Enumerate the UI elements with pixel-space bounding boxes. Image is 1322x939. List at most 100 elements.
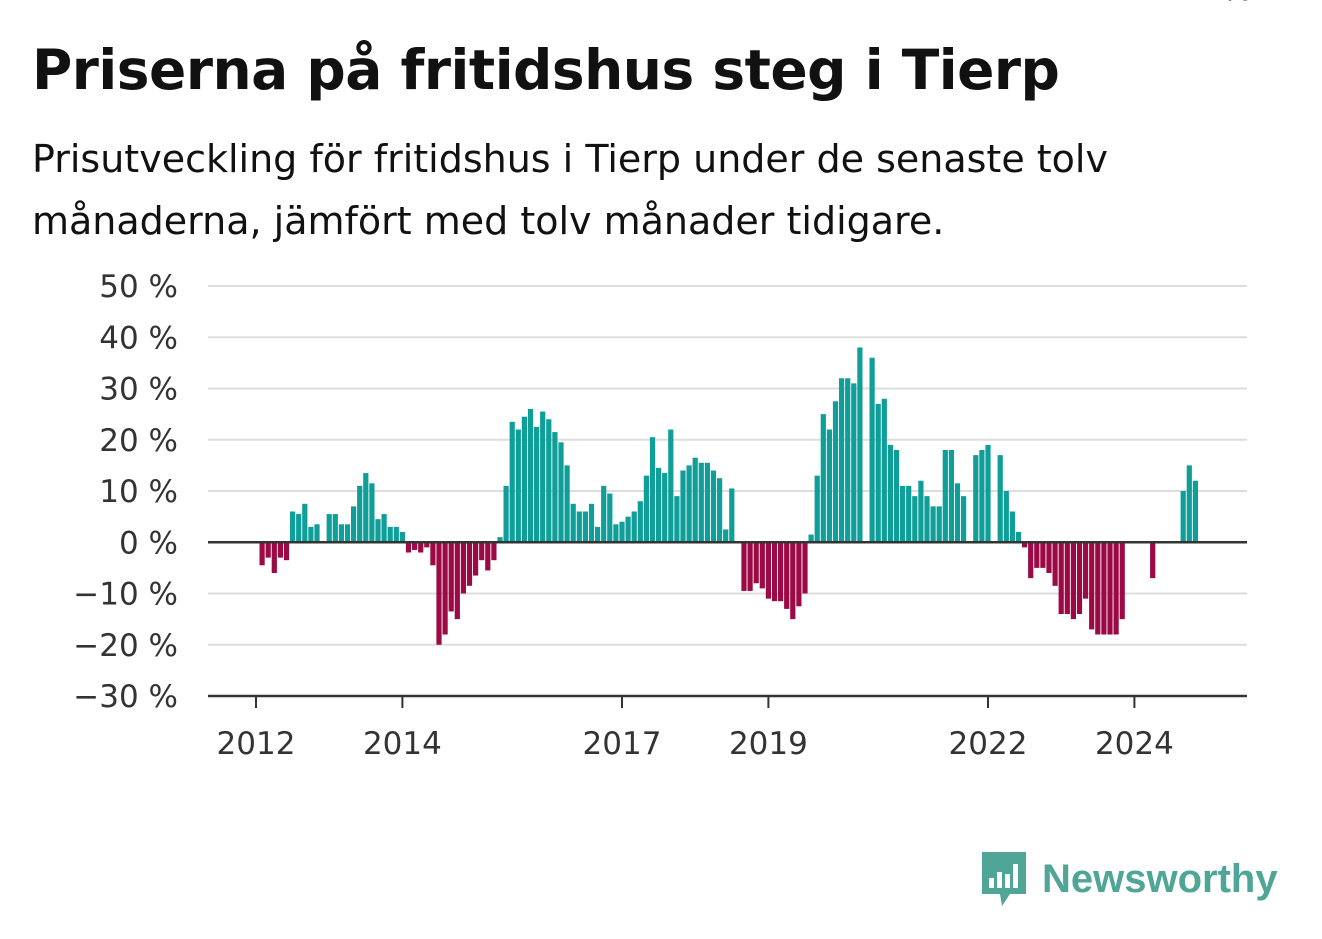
bar (1009, 511, 1015, 543)
bar (625, 516, 631, 543)
bar (954, 483, 961, 543)
bar (826, 429, 832, 543)
bar (900, 485, 906, 543)
bar (802, 542, 808, 594)
bar (1107, 542, 1113, 635)
bar (1150, 542, 1156, 579)
bar (351, 506, 357, 543)
y-tick-label: −10 % (73, 577, 178, 613)
bar (607, 493, 613, 543)
y-tick-label: 20 % (99, 423, 178, 459)
bar (729, 488, 735, 543)
bar (448, 542, 454, 612)
bar (588, 503, 595, 543)
bar (344, 524, 351, 543)
page-title: Priserna på fritidshus steg i Tierp (32, 38, 1060, 102)
bar (527, 409, 534, 543)
bar (1052, 542, 1058, 586)
bar (912, 496, 918, 543)
x-tick-label: 2014 (363, 726, 442, 762)
bar (668, 429, 674, 543)
bar (1095, 542, 1101, 635)
bar (332, 514, 338, 543)
y-tick-label: 50 % (99, 269, 178, 305)
bar (1119, 542, 1125, 620)
bar (1180, 491, 1186, 543)
bar (436, 542, 442, 645)
bar (363, 473, 369, 543)
newsworthy-logo: Newsworthy (980, 850, 1278, 908)
bar (503, 485, 509, 543)
x-tick-label: 2012 (217, 726, 296, 762)
bar (1089, 542, 1095, 630)
bar (778, 542, 784, 602)
bar (698, 462, 704, 543)
bar (820, 414, 826, 543)
bar (924, 496, 930, 543)
bar (570, 503, 576, 543)
bar (375, 519, 381, 543)
bar (1070, 542, 1076, 620)
bar (442, 542, 448, 635)
bar (875, 403, 881, 543)
bar (961, 496, 967, 543)
bar (1022, 542, 1028, 548)
bar (692, 457, 698, 543)
bar (1028, 542, 1034, 579)
bar (265, 542, 271, 558)
bar (869, 357, 875, 543)
bar (649, 437, 656, 543)
bar (662, 473, 668, 543)
bar (424, 542, 430, 548)
bar (290, 511, 296, 543)
bar (643, 475, 649, 543)
bar (942, 450, 948, 543)
bar (1064, 542, 1070, 614)
bar (515, 429, 521, 543)
bar (338, 524, 344, 543)
bar (601, 485, 607, 543)
bar (595, 526, 601, 543)
bar (534, 426, 540, 543)
bar (473, 542, 479, 576)
bar (985, 444, 991, 543)
x-tick-label: 2024 (1095, 726, 1174, 762)
bar (430, 542, 436, 566)
bar (637, 501, 643, 543)
bar (509, 421, 515, 543)
bar (906, 485, 912, 543)
bar (717, 478, 723, 543)
bar (918, 480, 924, 543)
bar (326, 514, 332, 543)
bar (393, 526, 399, 543)
y-tick-label: −30 % (73, 679, 178, 715)
bar (540, 411, 546, 543)
bar (832, 401, 839, 543)
bar (851, 383, 857, 543)
y-tick-label: 0 % (119, 525, 178, 561)
bar (466, 542, 473, 586)
bar (1186, 465, 1192, 543)
bar (1058, 542, 1064, 614)
bar (1113, 542, 1119, 635)
bar (887, 444, 893, 543)
newsworthy-logo-icon (982, 852, 1026, 906)
bar (656, 467, 662, 543)
bar (839, 378, 845, 543)
bar (759, 542, 765, 589)
bar (845, 378, 851, 543)
bar (613, 524, 619, 543)
bar (283, 542, 290, 561)
x-tick-label: 2019 (729, 726, 808, 762)
bar (973, 455, 979, 543)
y-tick-label: −20 % (73, 628, 178, 664)
bar (1076, 542, 1083, 614)
bar (302, 503, 308, 543)
bar (259, 542, 265, 566)
bar (564, 465, 570, 543)
bar (1015, 532, 1022, 543)
bar (558, 442, 564, 543)
bar (710, 470, 717, 543)
bar (771, 542, 778, 602)
